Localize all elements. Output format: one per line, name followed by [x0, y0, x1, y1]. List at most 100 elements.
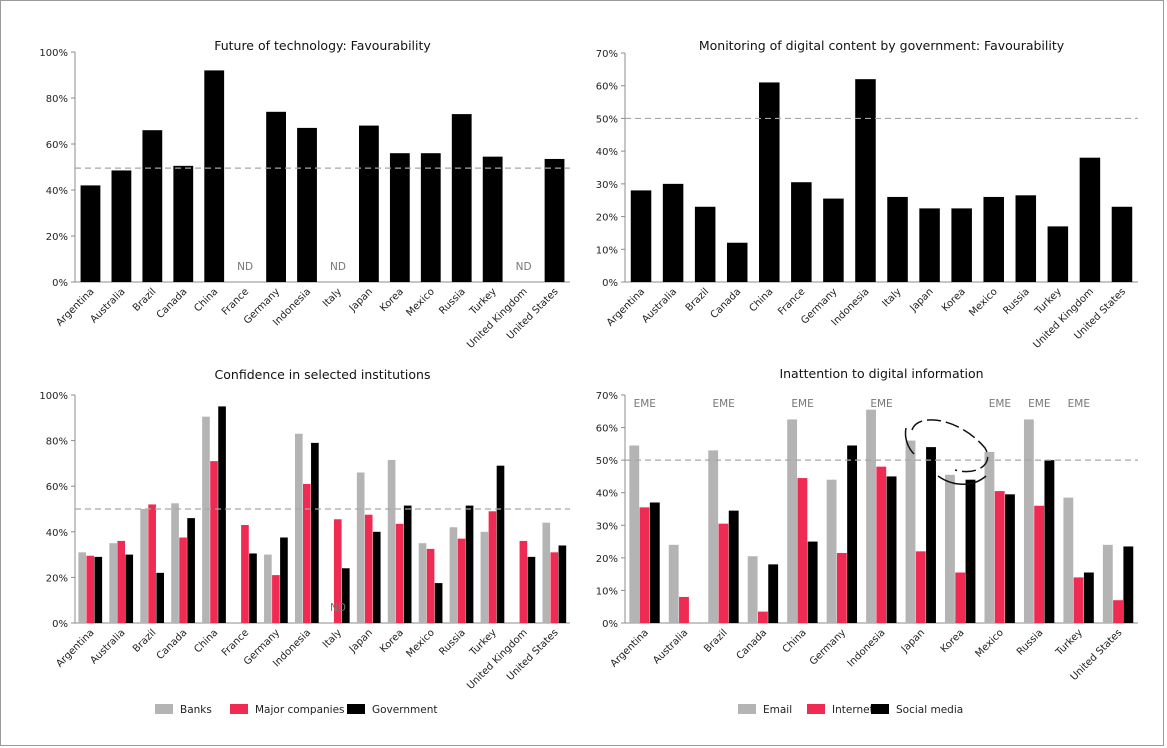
- chart-2-category-label-china: China: [747, 286, 775, 314]
- chart-4-bar-social-media-russia: [1044, 460, 1055, 623]
- chart-4-ytick-label: 10%: [596, 586, 618, 597]
- chart-3-bar-government-russia: [465, 505, 474, 623]
- chart-4-category-label-japan: Japan: [899, 627, 927, 655]
- chart-4-legend-label-email: Email: [763, 704, 792, 716]
- chart-4-ytick-label: 70%: [596, 391, 618, 402]
- chart-1-annotation-nd-france: ND: [237, 261, 253, 273]
- chart-2-bar-value-australia: [662, 183, 684, 282]
- chart-3-bar-banks-brazil: [140, 509, 148, 623]
- chart-4-legend-swatch-internet: [807, 704, 825, 714]
- chart-3-category-label-argentina: Argentina: [54, 627, 96, 669]
- chart-2-category-label-turkey: Turkey: [1032, 286, 1064, 318]
- chart-2-bar-value-indonesia: [855, 79, 876, 282]
- chart-1-category-label-italy: Italy: [321, 286, 344, 309]
- chart-1-bar-value-germany: [266, 111, 286, 282]
- chart-4-bar-internet-canada: [757, 611, 768, 623]
- chart-4-bar-internet-argentina: [639, 507, 650, 623]
- chart-3-bar-major-companies-united-kingdom: [519, 540, 528, 623]
- chart-3-ytick-label: 60%: [46, 482, 68, 493]
- chart-3-bar-government-turkey: [496, 465, 505, 623]
- chart-2-bar-value-mexico: [983, 196, 1004, 282]
- chart-4-category-label-brazil: Brazil: [702, 627, 730, 655]
- chart-3-bar-banks-turkey: [480, 531, 489, 623]
- chart-3-bar-government-japan: [372, 531, 381, 623]
- chart-4-annotation-eme-argentina: EME: [634, 398, 656, 410]
- chart-2-bar-value-japan: [919, 208, 940, 282]
- chart-1-ytick-label: 80%: [46, 94, 68, 105]
- chart-4-ytick-label: 30%: [596, 521, 618, 532]
- chart-4-category-label-mexico: Mexico: [974, 627, 1006, 659]
- chart-2-bar-value-united-kingdom: [1079, 157, 1101, 282]
- chart-4-bar-social-media-brazil: [728, 510, 739, 623]
- chart-1-bar-value-mexico: [420, 153, 441, 282]
- chart-2-bar-value-argentina: [630, 190, 652, 282]
- chart-4-ytick-label: 60%: [596, 424, 618, 435]
- chart-4-category-label-argentina: Argentina: [609, 627, 651, 669]
- chart-1-ytick-label: 0%: [52, 278, 68, 289]
- chart-4-bar-social-media-japan: [926, 447, 936, 623]
- chart-4-annotation-eme-russia: EME: [1028, 398, 1050, 410]
- chart-3-category-label-china: China: [192, 627, 220, 655]
- chart-3-bar-banks-indonesia: [294, 433, 303, 623]
- chart-1-bar-value-brazil: [142, 130, 163, 282]
- chart-4-bar-social-media-korea: [965, 479, 976, 623]
- chart-4-bar-email-turkey: [1063, 497, 1074, 623]
- chart-4-bar-internet-mexico: [994, 491, 1005, 623]
- chart-2-category-label-canada: Canada: [709, 286, 744, 321]
- chart-4-annotation-eme-mexico: EME: [989, 398, 1011, 410]
- chart-1-category-label-argentina: Argentina: [54, 286, 96, 328]
- chart-4-title: Inattention to digital information: [779, 366, 983, 381]
- chart-2-ytick-label: 50%: [596, 114, 618, 125]
- chart-3-bar-major-companies-canada: [179, 537, 187, 623]
- chart-3-bar-major-companies-japan: [364, 514, 373, 623]
- chart-1-ytick-label: 40%: [46, 186, 68, 197]
- chart-1-bar-value-indonesia: [297, 127, 317, 283]
- chart-1-category-label-mexico: Mexico: [404, 286, 436, 318]
- chart-4-bar-social-media-turkey: [1083, 572, 1094, 623]
- chart-3-ytick-label: 80%: [46, 437, 68, 448]
- chart-2-ytick-label: 10%: [596, 245, 618, 256]
- chart-4-category-label-indonesia: Indonesia: [846, 627, 888, 669]
- chart-2-category-label-mexico: Mexico: [967, 286, 999, 318]
- chart-3-bar-government-indonesia: [311, 442, 319, 623]
- chart-2-bar-value-united-states: [1111, 206, 1133, 282]
- chart-4-ytick-label: 20%: [596, 554, 618, 565]
- chart-4-bar-internet-australia: [679, 596, 689, 623]
- chart-4-legend-swatch-email: [738, 704, 756, 714]
- chart-2-category-label-brazil: Brazil: [684, 286, 712, 314]
- chart-3-category-label-korea: Korea: [378, 627, 406, 655]
- chart-1-annotation-nd-italy: ND: [330, 261, 346, 273]
- chart-4-annotation-eme-indonesia: EME: [870, 398, 892, 410]
- chart-4-category-label-korea: Korea: [939, 627, 967, 655]
- chart-3-ytick-label: 0%: [52, 619, 68, 630]
- chart-3-bar-banks-germany: [264, 554, 272, 623]
- chart-2-title: Monitoring of digital content by governm…: [699, 38, 1065, 53]
- chart-1-bar-value-canada: [173, 165, 194, 282]
- chart-1-category-label-japan: Japan: [347, 286, 375, 314]
- chart-4-bar-social-media-china: [807, 541, 818, 623]
- chart-2-ytick-label: 60%: [596, 82, 618, 93]
- chart-3-bar-major-companies-france: [241, 524, 249, 623]
- chart-3-bar-government-france: [249, 553, 257, 623]
- chart-4-bar-social-media-united-states: [1123, 546, 1134, 623]
- chart-1-title: Future of technology: Favourability: [214, 38, 431, 53]
- chart-3-bar-banks-korea: [387, 459, 396, 623]
- chart-4-category-label-turkey: Turkey: [1053, 627, 1085, 659]
- chart-3-bar-government-brazil: [156, 572, 165, 623]
- chart-4-legend-label-social-media: Social media: [896, 704, 963, 716]
- chart-2-category-label-korea: Korea: [940, 286, 968, 314]
- chart-1-bar-value-australia: [111, 170, 132, 282]
- chart-3-bar-government-china: [218, 406, 226, 623]
- chart-1-annotation-nd-united-kingdom: ND: [516, 261, 532, 273]
- chart-4-legend-swatch-social-media: [871, 704, 889, 714]
- chart-1-ytick-label: 20%: [46, 232, 68, 243]
- chart-4-bar-internet-turkey: [1073, 577, 1084, 623]
- chart-2-category-label-russia: Russia: [1001, 286, 1032, 317]
- chart-3-legend-swatch-major-companies: [230, 704, 248, 714]
- chart-3-ytick-label: 40%: [46, 528, 68, 539]
- chart-1-bar-value-china: [204, 70, 225, 283]
- chart-2-category-label-japan: Japan: [908, 286, 936, 314]
- chart-1-ytick-label: 60%: [46, 140, 68, 151]
- chart-3-bar-government-germany: [280, 537, 288, 623]
- chart-3-bar-government-australia: [125, 554, 134, 623]
